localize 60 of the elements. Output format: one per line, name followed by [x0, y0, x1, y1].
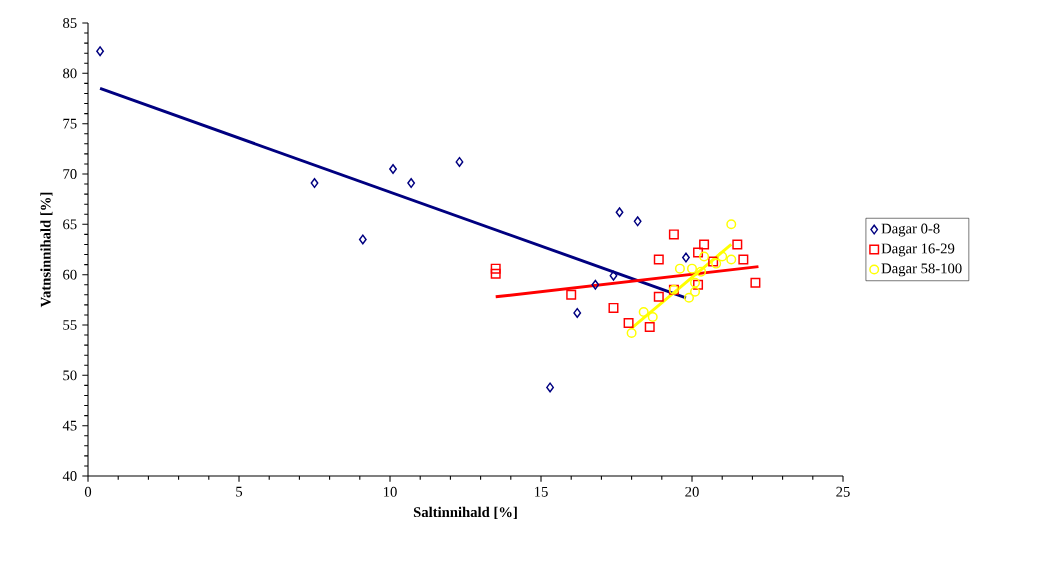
point: [591, 279, 600, 290]
y-tick-label: 70: [63, 169, 77, 179]
point: [358, 234, 367, 245]
point: [732, 239, 743, 250]
y-tick-label: 50: [63, 370, 77, 381]
point: [738, 254, 749, 265]
point: [638, 306, 649, 317]
point: [389, 163, 397, 174]
point: [647, 311, 658, 322]
point: [96, 46, 105, 57]
point: [633, 216, 642, 227]
legend-label: Dagar 0-8: [881, 223, 940, 237]
point: [682, 252, 690, 263]
point: [750, 277, 761, 288]
y-tick-label: 45: [62, 420, 77, 431]
x-tick-label: 20: [685, 486, 699, 497]
point: [653, 291, 664, 302]
point: [608, 302, 619, 313]
y-tick-label: 80: [63, 68, 77, 79]
point: [490, 263, 501, 274]
y-tick-label: 65: [63, 219, 77, 230]
point: [699, 251, 710, 262]
point: [455, 156, 464, 167]
point: [717, 251, 728, 262]
point: [626, 328, 637, 339]
y-tick-label: 60: [63, 269, 77, 280]
legend-label: Dagar 16-29: [881, 243, 955, 257]
point: [615, 207, 624, 218]
y-axis-title: Vatnsinnihald [%]: [40, 192, 53, 308]
point: [310, 178, 319, 189]
x-tick-label: 5: [236, 486, 243, 497]
x-tick-label: 10: [383, 486, 397, 497]
x-tick-label: 0: [84, 486, 92, 497]
point: [674, 263, 685, 274]
point: [407, 178, 416, 189]
point: [699, 239, 710, 250]
point: [573, 307, 582, 318]
y-tick-label: 85: [63, 18, 77, 28]
x-axis-title: Saltinnihald [%]: [413, 506, 517, 519]
point: [546, 382, 555, 393]
point: [609, 270, 618, 281]
y-tick-label: 75: [63, 118, 77, 129]
point: [726, 254, 737, 265]
y-tick-label: 40: [62, 471, 77, 481]
x-tick-label: 15: [534, 486, 548, 497]
point: [668, 229, 679, 240]
point: [653, 254, 664, 265]
point: [683, 292, 694, 303]
point: [696, 266, 707, 277]
x-tick-label: 25: [836, 486, 850, 497]
point: [623, 317, 634, 328]
y-tick-label: 55: [63, 320, 77, 330]
point: [644, 322, 655, 333]
point: [690, 286, 701, 297]
point: [490, 268, 501, 279]
point: [566, 289, 577, 300]
legend-label: Dagar 58-100: [881, 263, 962, 277]
point: [726, 219, 737, 230]
point: [693, 247, 704, 258]
point: [687, 263, 698, 274]
